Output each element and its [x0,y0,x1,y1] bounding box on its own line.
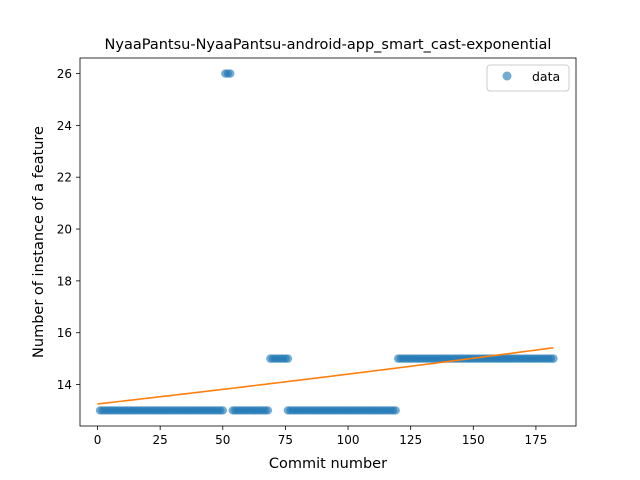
x-tick-label: 125 [399,433,422,447]
data-point [283,354,293,363]
x-tick-label: 100 [337,433,360,447]
plot-area [79,57,577,427]
fit-line-layer [97,346,554,405]
x-axis-label: Commit number [269,456,387,472]
x-tick-label: 50 [215,433,230,447]
chart-title: NyaaPantsu-NyaaPantsu-android-app_smart_… [105,37,552,53]
x-tick-label: 0 [94,433,102,447]
data-point [263,406,273,415]
data-point [549,354,558,363]
legend-label-data: data [532,69,560,84]
y-tick-label: 18 [57,274,72,288]
x-tick-label: 75 [278,433,293,447]
y-axis-label: Number of instance of a feature [31,126,47,358]
legend: data [486,64,570,92]
y-tick-label: 16 [57,326,72,340]
y-axis: 14 16 18 20 22 24 26 [57,67,80,392]
y-tick-label: 26 [57,67,72,81]
plot-frame [79,57,577,427]
legend-marker-data [502,71,512,81]
data-point [226,69,235,78]
data-point [218,406,227,415]
legend-box [486,64,570,92]
y-tick-label: 14 [57,378,72,392]
data-point [391,406,400,415]
y-tick-label: 22 [57,171,72,185]
y-tick-label: 20 [57,223,72,237]
x-tick-label: 25 [153,433,168,447]
exponential-fit-line [97,346,554,405]
plot-background [80,58,576,426]
y-tick-label: 24 [57,119,72,133]
x-tick-label: 150 [462,433,485,447]
x-tick-label: 175 [524,433,547,447]
x-axis: 0 25 50 75 100 125 150 175 [94,426,547,447]
